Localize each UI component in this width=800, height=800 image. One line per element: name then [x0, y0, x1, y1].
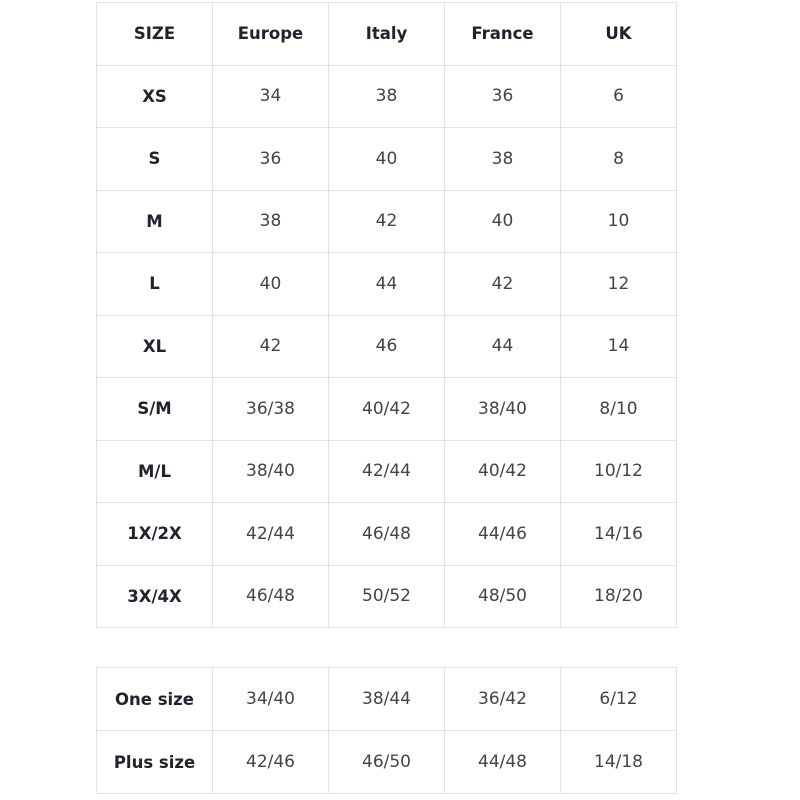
size-conversion-table: SIZE Europe Italy France UK XS 34 38 36 6 S 36 40 38 8…	[96, 2, 677, 628]
table-row: M/L 38/40 42/44 40/42 10/12	[96, 439, 677, 503]
row-label: S	[96, 127, 213, 191]
table-cell: 50/52	[328, 564, 445, 628]
table-cell: 36/38	[212, 377, 329, 441]
table-cell: 38/40	[444, 377, 561, 441]
table-cell: 14	[560, 314, 677, 378]
table-cell: 44	[444, 314, 561, 378]
table-cell: 10	[560, 189, 677, 253]
table-cell: 12	[560, 252, 677, 316]
table-row: Plus size 42/46 46/50 44/48 14/18	[96, 730, 677, 794]
table-cell: 40	[328, 127, 445, 191]
table-cell: 40	[212, 252, 329, 316]
table-cell: 38/40	[212, 439, 329, 503]
table-cell: 18/20	[560, 564, 677, 628]
table-row: M 38 42 40 10	[96, 189, 677, 253]
column-header: France	[444, 2, 561, 66]
table-cell: 6	[560, 64, 677, 128]
table-row: One size 34/40 38/44 36/42 6/12	[96, 667, 677, 731]
table-cell: 34	[212, 64, 329, 128]
table-cell: 36/42	[444, 667, 561, 731]
table-cell: 42/46	[212, 730, 329, 794]
table-cell: 46/48	[328, 502, 445, 566]
table-row: XL 42 46 44 14	[96, 314, 677, 378]
row-label: 1X/2X	[96, 502, 213, 566]
table-cell: 38	[444, 127, 561, 191]
row-label: M/L	[96, 439, 213, 503]
column-header: Europe	[212, 2, 329, 66]
row-label: One size	[96, 667, 213, 731]
row-label: Plus size	[96, 730, 213, 794]
header-row: SIZE Europe Italy France UK	[96, 2, 677, 66]
table-cell: 42	[212, 314, 329, 378]
column-header: Italy	[328, 2, 445, 66]
table-cell: 40	[444, 189, 561, 253]
table-cell: 46	[328, 314, 445, 378]
table-cell: 36	[212, 127, 329, 191]
table-row: 3X/4X 46/48 50/52 48/50 18/20	[96, 564, 677, 628]
row-label: S/M	[96, 377, 213, 441]
column-header: UK	[560, 2, 677, 66]
table-row: XS 34 38 36 6	[96, 64, 677, 128]
table-cell: 46/50	[328, 730, 445, 794]
table-row: 1X/2X 42/44 46/48 44/46 14/16	[96, 502, 677, 566]
table-row: S/M 36/38 40/42 38/40 8/10	[96, 377, 677, 441]
row-label: XS	[96, 64, 213, 128]
table-cell: 48/50	[444, 564, 561, 628]
row-label: XL	[96, 314, 213, 378]
table-cell: 14/16	[560, 502, 677, 566]
table-cell: 42/44	[328, 439, 445, 503]
table-cell: 8/10	[560, 377, 677, 441]
table-cell: 8	[560, 127, 677, 191]
table-cell: 46/48	[212, 564, 329, 628]
table-cell: 42/44	[212, 502, 329, 566]
table-cell: 44/46	[444, 502, 561, 566]
table-cell: 34/40	[212, 667, 329, 731]
table-row: L 40 44 42 12	[96, 252, 677, 316]
column-header: SIZE	[96, 2, 213, 66]
table-cell: 44/48	[444, 730, 561, 794]
table-cell: 38/44	[328, 667, 445, 731]
table-cell: 14/18	[560, 730, 677, 794]
table-cell: 40/42	[328, 377, 445, 441]
table-cell: 44	[328, 252, 445, 316]
row-label: M	[96, 189, 213, 253]
table-row: S 36 40 38 8	[96, 127, 677, 191]
row-label: 3X/4X	[96, 564, 213, 628]
table-cell: 6/12	[560, 667, 677, 731]
table-cell: 38	[328, 64, 445, 128]
table-cell: 38	[212, 189, 329, 253]
table-cell: 10/12	[560, 439, 677, 503]
special-sizes-table: One size 34/40 38/44 36/42 6/12 Plus size 42/4…	[96, 667, 677, 794]
row-label: L	[96, 252, 213, 316]
table-cell: 42	[328, 189, 445, 253]
table-cell: 36	[444, 64, 561, 128]
table-cell: 42	[444, 252, 561, 316]
table-cell: 40/42	[444, 439, 561, 503]
